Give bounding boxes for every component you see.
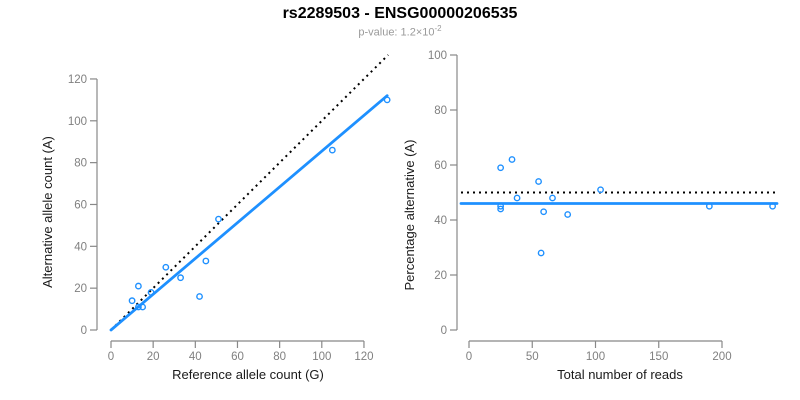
y-tick-label: 20 — [434, 270, 447, 282]
y-tick-label: 40 — [74, 241, 87, 253]
plot-subtitle: p-value: 1.2×10-2 — [0, 24, 800, 39]
x-tick-label: 200 — [712, 351, 731, 363]
x-tick-label: 60 — [231, 351, 244, 363]
data-point — [540, 208, 548, 216]
data-point — [513, 194, 521, 202]
x-tick-label: 120 — [354, 351, 373, 363]
x-tick-label: 150 — [649, 351, 668, 363]
y-tick-label: 20 — [74, 283, 87, 295]
regression-line — [109, 94, 389, 332]
y-axis-label: Alternative allele count (A) — [40, 136, 55, 288]
data-point — [196, 293, 203, 300]
data-point — [497, 202, 505, 210]
y-tick-label: 100 — [68, 116, 87, 128]
identity-dotted-line — [110, 54, 389, 331]
y-tick-label: 0 — [81, 325, 87, 337]
data-point — [705, 202, 713, 210]
data-point — [549, 194, 556, 202]
x-tick-label: 100 — [586, 351, 605, 363]
y-tick-label: 100 — [428, 50, 447, 62]
y-tick-label: 60 — [434, 160, 447, 172]
x-tick-label: 40 — [189, 351, 202, 363]
data-point — [497, 164, 505, 172]
y-tick-label: 80 — [434, 105, 447, 117]
x-tick-label: 50 — [526, 351, 539, 363]
data-point — [128, 297, 136, 305]
x-tick-label: 100 — [312, 351, 331, 363]
data-point — [139, 303, 147, 311]
data-point — [328, 146, 336, 154]
data-point — [497, 205, 505, 213]
data-point — [147, 288, 155, 296]
y-axis-label: Percentage alternative (A) — [402, 139, 417, 290]
y-tick-label: 60 — [74, 199, 87, 211]
data-point — [215, 215, 222, 223]
data-point — [383, 96, 391, 104]
data-point — [202, 257, 210, 265]
data-point — [537, 249, 545, 257]
data-point — [135, 303, 142, 311]
x-tick-label: 0 — [108, 351, 114, 363]
x-axis-label: Reference allele count (G) — [172, 367, 324, 382]
y-tick-label: 0 — [441, 325, 447, 337]
data-point — [564, 211, 572, 218]
p-value-text: p-value: 1.2×10 — [358, 26, 435, 39]
x-axis-label: Total number of reads — [557, 367, 683, 382]
data-point — [769, 202, 776, 210]
y-tick-label: 80 — [74, 158, 87, 170]
y-tick-label: 120 — [68, 74, 87, 86]
data-point — [597, 186, 604, 194]
data-point — [135, 282, 142, 290]
x-tick-label: 20 — [147, 351, 160, 363]
plot-title: rs2289503 - ENSG00000206535 — [282, 5, 518, 22]
data-point — [508, 156, 516, 163]
y-tick-label: 40 — [434, 215, 447, 227]
p-value-exponent: -2 — [434, 24, 442, 33]
data-point — [162, 263, 170, 271]
x-tick-label: 80 — [273, 351, 286, 363]
data-point — [177, 274, 184, 282]
x-tick-label: 0 — [466, 351, 472, 363]
data-point — [535, 178, 542, 185]
